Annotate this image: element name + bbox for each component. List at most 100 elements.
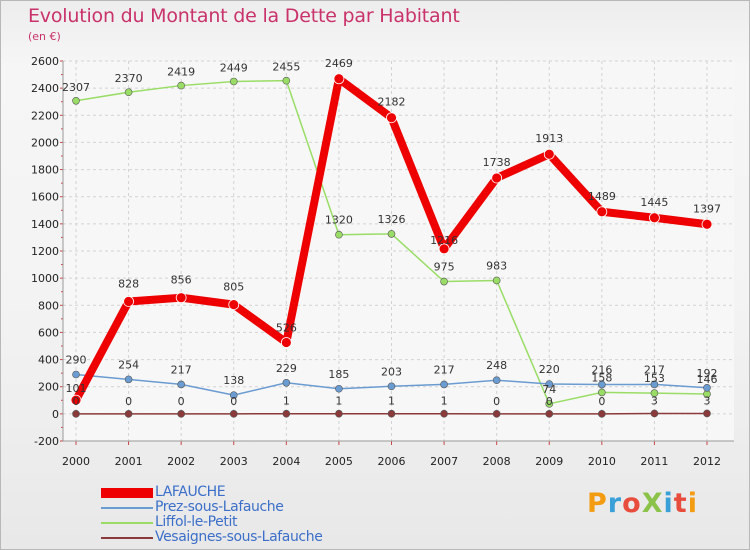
data-label: 229 (276, 362, 297, 375)
data-point (543, 148, 555, 160)
data-label: 3 (651, 394, 658, 407)
data-point (229, 410, 238, 418)
y-tick-label: 2400 (31, 82, 59, 95)
proxiti-logo: ProXiti (587, 488, 698, 519)
data-point (228, 299, 240, 311)
legend-item-prez-sous-lafauche: Prez-sous-Lafauche (101, 499, 361, 515)
data-label: 217 (171, 363, 192, 376)
data-point (282, 409, 291, 418)
data-label: 2307 (62, 81, 90, 94)
data-point (492, 410, 501, 418)
data-point (650, 389, 659, 397)
data-label: 2449 (220, 61, 248, 74)
data-point (175, 292, 187, 304)
data-label: 216 (591, 364, 612, 377)
data-point (491, 172, 503, 184)
legend-swatch (101, 522, 153, 524)
data-point (386, 112, 397, 124)
data-point (70, 394, 82, 406)
data-label: 1 (441, 395, 448, 408)
data-label: 185 (328, 368, 349, 381)
data-label: 254 (118, 358, 139, 371)
data-point (177, 380, 185, 389)
data-label: 975 (434, 261, 455, 274)
data-point (703, 383, 711, 392)
y-tick-label: 1600 (31, 191, 59, 204)
data-label: 1 (388, 395, 395, 408)
data-label: 1 (335, 395, 342, 408)
y-tick-label: 600 (38, 326, 59, 339)
y-tick-label: 0 (52, 408, 59, 421)
data-label: 828 (118, 277, 139, 290)
legend-swatch (101, 537, 153, 539)
y-tick-label: 2000 (31, 136, 59, 149)
logo-letter: o (622, 488, 642, 519)
data-label: 1216 (430, 234, 458, 247)
data-point (387, 409, 396, 418)
data-point (335, 409, 343, 418)
data-label: 805 (223, 281, 244, 294)
x-tick-label: 2011 (640, 455, 668, 468)
data-label: 101 (66, 382, 87, 395)
data-label: 0 (125, 395, 132, 408)
data-point (124, 410, 133, 418)
data-label: 1489 (588, 190, 616, 203)
data-point (177, 410, 185, 418)
data-point (282, 378, 291, 387)
data-label: 0 (546, 395, 553, 408)
x-tick-label: 2007 (430, 455, 458, 468)
data-label: 1397 (693, 202, 721, 215)
data-label: 2370 (115, 72, 143, 85)
data-label: 0 (230, 395, 237, 408)
logo-letter: r (607, 488, 623, 519)
data-label: 217 (434, 363, 455, 376)
data-label: 526 (276, 321, 297, 334)
data-point (701, 218, 713, 230)
data-point (440, 277, 448, 286)
data-point (72, 410, 80, 418)
legend-item-vesaignes-sous-lafauche: Vesaignes-sous-Lafauche (101, 529, 361, 545)
data-point (440, 380, 448, 389)
legend-label: Liffol-le-Petit (155, 514, 238, 530)
data-point (124, 375, 133, 384)
data-label: 146 (697, 373, 718, 386)
data-point (72, 96, 80, 105)
data-point (650, 380, 659, 389)
legend-label: Prez-sous-Lafauche (155, 499, 284, 515)
y-tick-label: 2600 (31, 55, 59, 68)
grid-layer (63, 60, 734, 442)
data-point (282, 76, 291, 85)
data-label: 2182 (378, 96, 406, 109)
logo-letter: X (641, 488, 664, 519)
x-tick-label: 2010 (588, 455, 616, 468)
legend-item-liffol-le-petit: Liffol-le-Petit (101, 514, 361, 530)
chart-unit: (en €) (28, 30, 61, 43)
data-label: 203 (381, 365, 402, 378)
x-tick-label: 2002 (167, 455, 195, 468)
data-label: 1 (283, 395, 290, 408)
data-label: 290 (66, 354, 87, 367)
data-point (598, 380, 606, 389)
chart-title: Evolution du Montant de la Dette par Hab… (28, 5, 460, 27)
data-label: 138 (223, 374, 244, 387)
data-label: 0 (493, 395, 500, 408)
y-tick-label: 1000 (31, 272, 59, 285)
y-tick-label: -200 (34, 435, 59, 448)
data-point (545, 410, 554, 418)
axis-layer: -200020040060080010001200140016001800200… (31, 55, 734, 468)
legend-swatch (101, 507, 153, 509)
x-tick-label: 2005 (325, 455, 353, 468)
data-point (335, 384, 343, 393)
data-label: 1913 (535, 132, 563, 145)
y-tick-label: 200 (38, 381, 59, 394)
x-tick-label: 2001 (115, 455, 143, 468)
data-label: 856 (171, 274, 192, 287)
data-point (492, 376, 501, 385)
data-point (598, 410, 606, 418)
data-label: 1320 (325, 214, 353, 227)
data-label: 248 (486, 359, 507, 372)
legend: LAFAUCHE Prez-sous-Lafauche Liffol-le-Pe… (101, 484, 361, 545)
data-point (333, 73, 345, 85)
